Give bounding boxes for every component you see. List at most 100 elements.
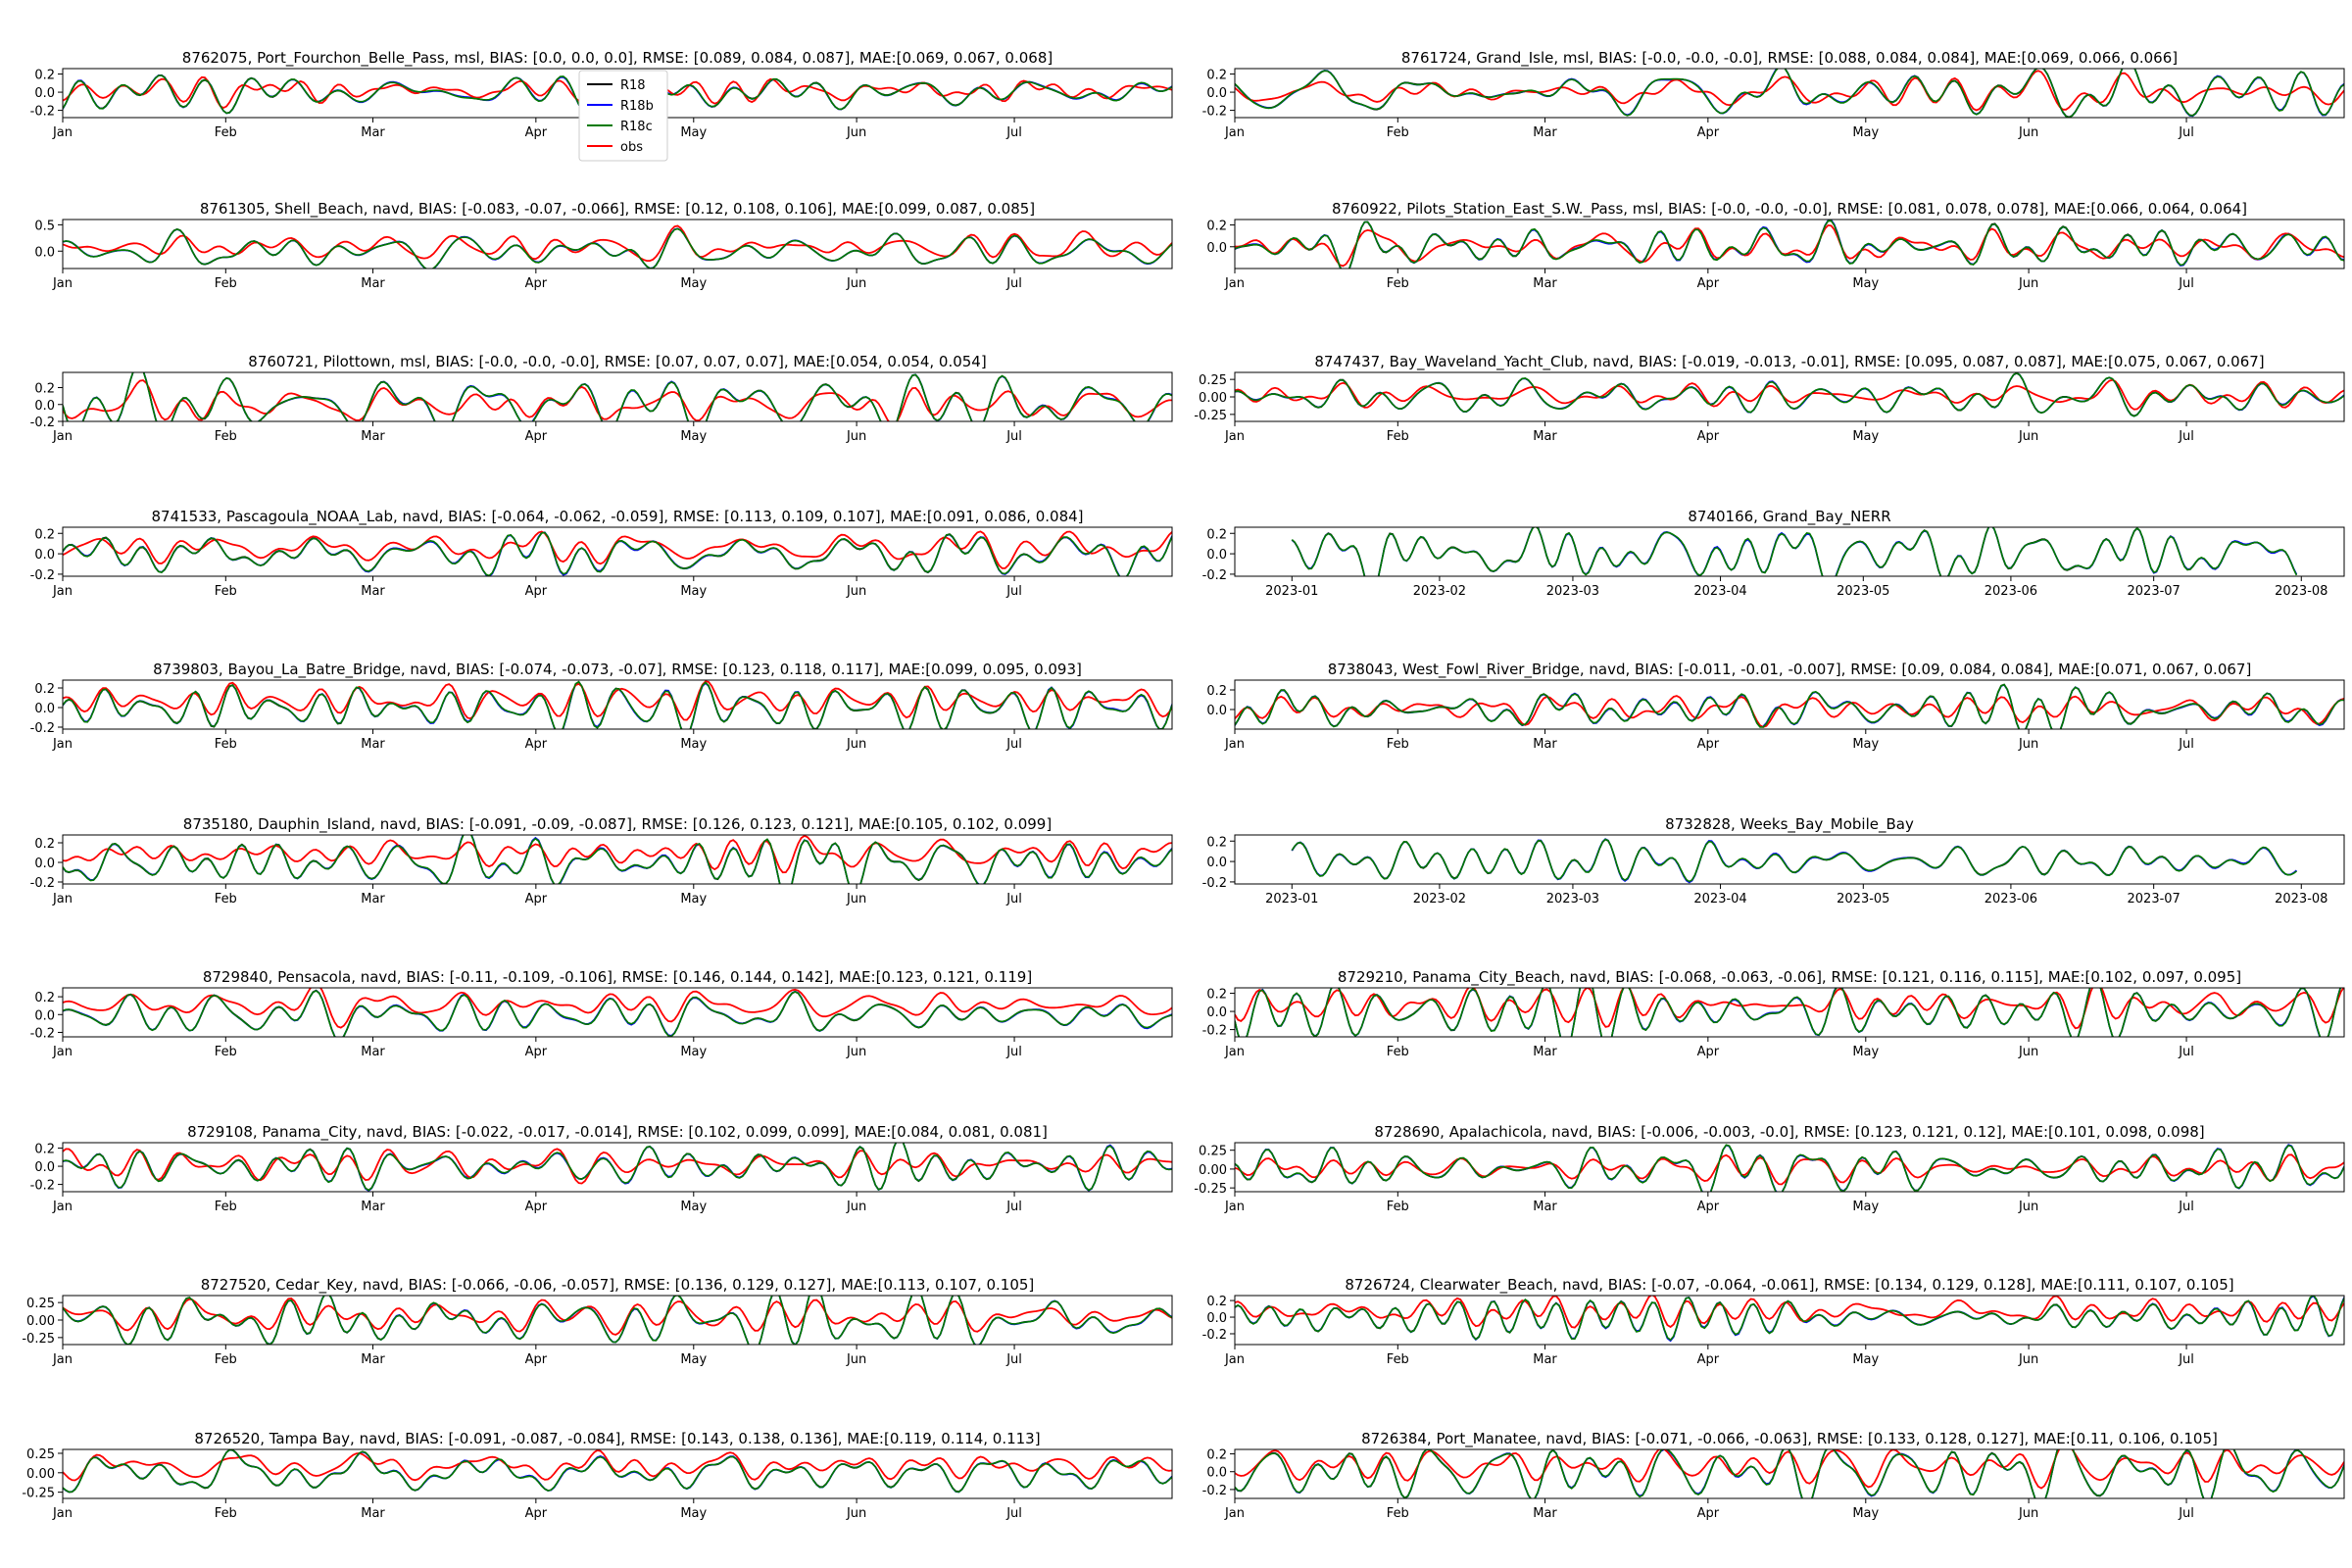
series-line-r18 xyxy=(1291,527,2298,576)
y-tick-label: -0.25 xyxy=(1194,1182,1227,1197)
x-tick-label: Jul xyxy=(2178,1506,2194,1521)
subplot-title: 8729840, Pensacola, navd, BIAS: [-0.11, … xyxy=(203,968,1032,986)
y-tick-label: 0.2 xyxy=(34,682,55,697)
subplot-13: 8729840, Pensacola, navd, BIAS: [-0.11, … xyxy=(30,968,1173,1059)
x-tick-label: Feb xyxy=(215,1200,237,1214)
x-tick-label: May xyxy=(680,1045,707,1059)
plot-frame xyxy=(1234,834,2345,885)
x-tick-label: Jun xyxy=(2018,1352,2038,1367)
x-tick-label: Jul xyxy=(1005,276,1022,291)
y-tick-label: 0.25 xyxy=(26,1297,55,1311)
y-tick-label: 0.00 xyxy=(26,1314,55,1329)
legend-label: R18c xyxy=(620,120,653,134)
x-tick-label: Mar xyxy=(1533,1200,1557,1214)
series-line-r18c xyxy=(63,227,1172,269)
subplot-title: 8761305, Shell_Beach, navd, BIAS: [-0.08… xyxy=(200,200,1035,219)
y-tick-label: 0.2 xyxy=(1206,69,1227,83)
x-tick-label: Apr xyxy=(1697,429,1720,444)
series-line-r18c xyxy=(1291,838,2297,883)
x-tick-label: Apr xyxy=(1697,1506,1720,1521)
subplot-6: 8747437, Bay_Waveland_Yacht_Club, navd, … xyxy=(1194,353,2345,444)
y-tick-label: -0.2 xyxy=(30,568,55,583)
x-tick-label: Mar xyxy=(361,429,385,444)
y-tick-label: 0.0 xyxy=(1206,704,1227,718)
series-line-obs xyxy=(1235,378,2344,411)
x-tick-label: Jul xyxy=(2178,276,2194,291)
plot-frame xyxy=(62,987,1173,1038)
x-tick-label: Jun xyxy=(846,276,866,291)
series-line-obs xyxy=(1235,70,2344,112)
x-tick-label: Mar xyxy=(1533,429,1557,444)
subplot-20: 8726384, Port_Manatee, navd, BIAS: [-0.0… xyxy=(1202,1430,2345,1521)
y-tick-label: 0.25 xyxy=(1199,373,1227,388)
x-tick-label: Jan xyxy=(52,584,73,599)
y-tick-label: 0.0 xyxy=(1206,86,1227,101)
x-tick-label: Jul xyxy=(2178,429,2194,444)
x-tick-label: Jan xyxy=(52,429,73,444)
y-tick-label: 0.0 xyxy=(1206,1311,1227,1326)
series-line-r18c xyxy=(1235,1449,2344,1498)
x-tick-label: Jan xyxy=(52,1045,73,1059)
x-tick-label: Feb xyxy=(1387,1200,1409,1214)
x-tick-label: Feb xyxy=(215,1506,237,1521)
series-line-r18 xyxy=(63,227,1172,269)
x-tick-label: Mar xyxy=(361,125,385,140)
series-line-obs xyxy=(63,224,1172,262)
series-line-obs xyxy=(63,1148,1172,1185)
y-tick-label: -0.2 xyxy=(30,416,55,430)
x-tick-label: Jul xyxy=(2178,1045,2194,1059)
x-tick-label: Jan xyxy=(1224,125,1245,140)
series-line-r18b xyxy=(63,227,1172,269)
y-tick-label: 0.0 xyxy=(34,399,55,414)
x-tick-label: Apr xyxy=(1697,1200,1720,1214)
y-tick-label: -0.2 xyxy=(30,721,55,736)
y-tick-label: -0.2 xyxy=(30,1179,55,1194)
x-tick-label: 2023-01 xyxy=(1265,584,1318,599)
x-tick-label: Feb xyxy=(1387,737,1409,752)
series-line-r18c xyxy=(63,1296,1172,1345)
x-tick-label: 2023-07 xyxy=(2128,584,2180,599)
series-line-r18b xyxy=(1291,527,2298,576)
subplot-title: 8761724, Grand_Isle, msl, BIAS: [-0.0, -… xyxy=(1401,49,2178,68)
series-line-r18b xyxy=(1291,838,2297,884)
plot-frame xyxy=(62,1142,1173,1193)
y-tick-label: 0.0 xyxy=(34,1008,55,1023)
x-tick-label: Apr xyxy=(1697,1352,1720,1367)
subplot-12: 8732828, Weeks_Bay_Mobile_Bay -0.2 0.0 0.2 2… xyxy=(1202,815,2345,906)
subplot-1: 8762075, Port_Fourchon_Belle_Pass, msl, … xyxy=(30,49,1173,162)
series-line-obs xyxy=(1235,695,2344,728)
subplot-title: 8729210, Panama_City_Beach, navd, BIAS: … xyxy=(1338,968,2241,987)
x-tick-label: Feb xyxy=(215,1045,237,1059)
x-tick-label: Jan xyxy=(52,125,73,140)
x-tick-label: 2023-01 xyxy=(1265,892,1318,906)
subplot-8: 8740166, Grand_Bay_NERR -0.2 0.0 0.2 2023-01… xyxy=(1202,508,2345,599)
series-line-r18 xyxy=(1235,683,2344,729)
subplot-10: 8738043, West_Fowl_River_Bridge, navd, B… xyxy=(1206,661,2345,752)
x-tick-label: Jun xyxy=(846,1200,866,1214)
y-tick-label: 0.0 xyxy=(34,702,55,716)
series-line-obs xyxy=(1235,1296,2344,1329)
y-tick-label: 0.0 xyxy=(34,245,55,260)
x-tick-label: Feb xyxy=(215,584,237,599)
x-tick-label: May xyxy=(1852,429,1879,444)
plot-frame xyxy=(1234,1142,2345,1193)
x-tick-label: Mar xyxy=(361,584,385,599)
y-tick-label: -0.25 xyxy=(1194,409,1227,423)
x-tick-label: May xyxy=(1852,276,1879,291)
subplot-19: 8726520, Tampa Bay, navd, BIAS: [-0.091,… xyxy=(22,1430,1173,1521)
x-tick-label: Jul xyxy=(1005,892,1022,906)
x-tick-label: Feb xyxy=(215,276,237,291)
y-tick-label: 0.2 xyxy=(1206,527,1227,542)
x-tick-label: Mar xyxy=(1533,1045,1557,1059)
series-line-obs xyxy=(63,1449,1172,1482)
x-tick-label: Jul xyxy=(2178,125,2194,140)
series-line-obs xyxy=(1235,223,2344,268)
x-tick-label: Jan xyxy=(1224,1045,1245,1059)
x-tick-label: Jan xyxy=(1224,429,1245,444)
series-line-r18c xyxy=(1235,1296,2344,1342)
x-tick-label: May xyxy=(1852,737,1879,752)
y-tick-label: 0.25 xyxy=(1199,1145,1227,1159)
subplot-2: 8761724, Grand_Isle, msl, BIAS: [-0.0, -… xyxy=(1202,49,2345,140)
x-tick-label: Jun xyxy=(2018,1200,2038,1214)
